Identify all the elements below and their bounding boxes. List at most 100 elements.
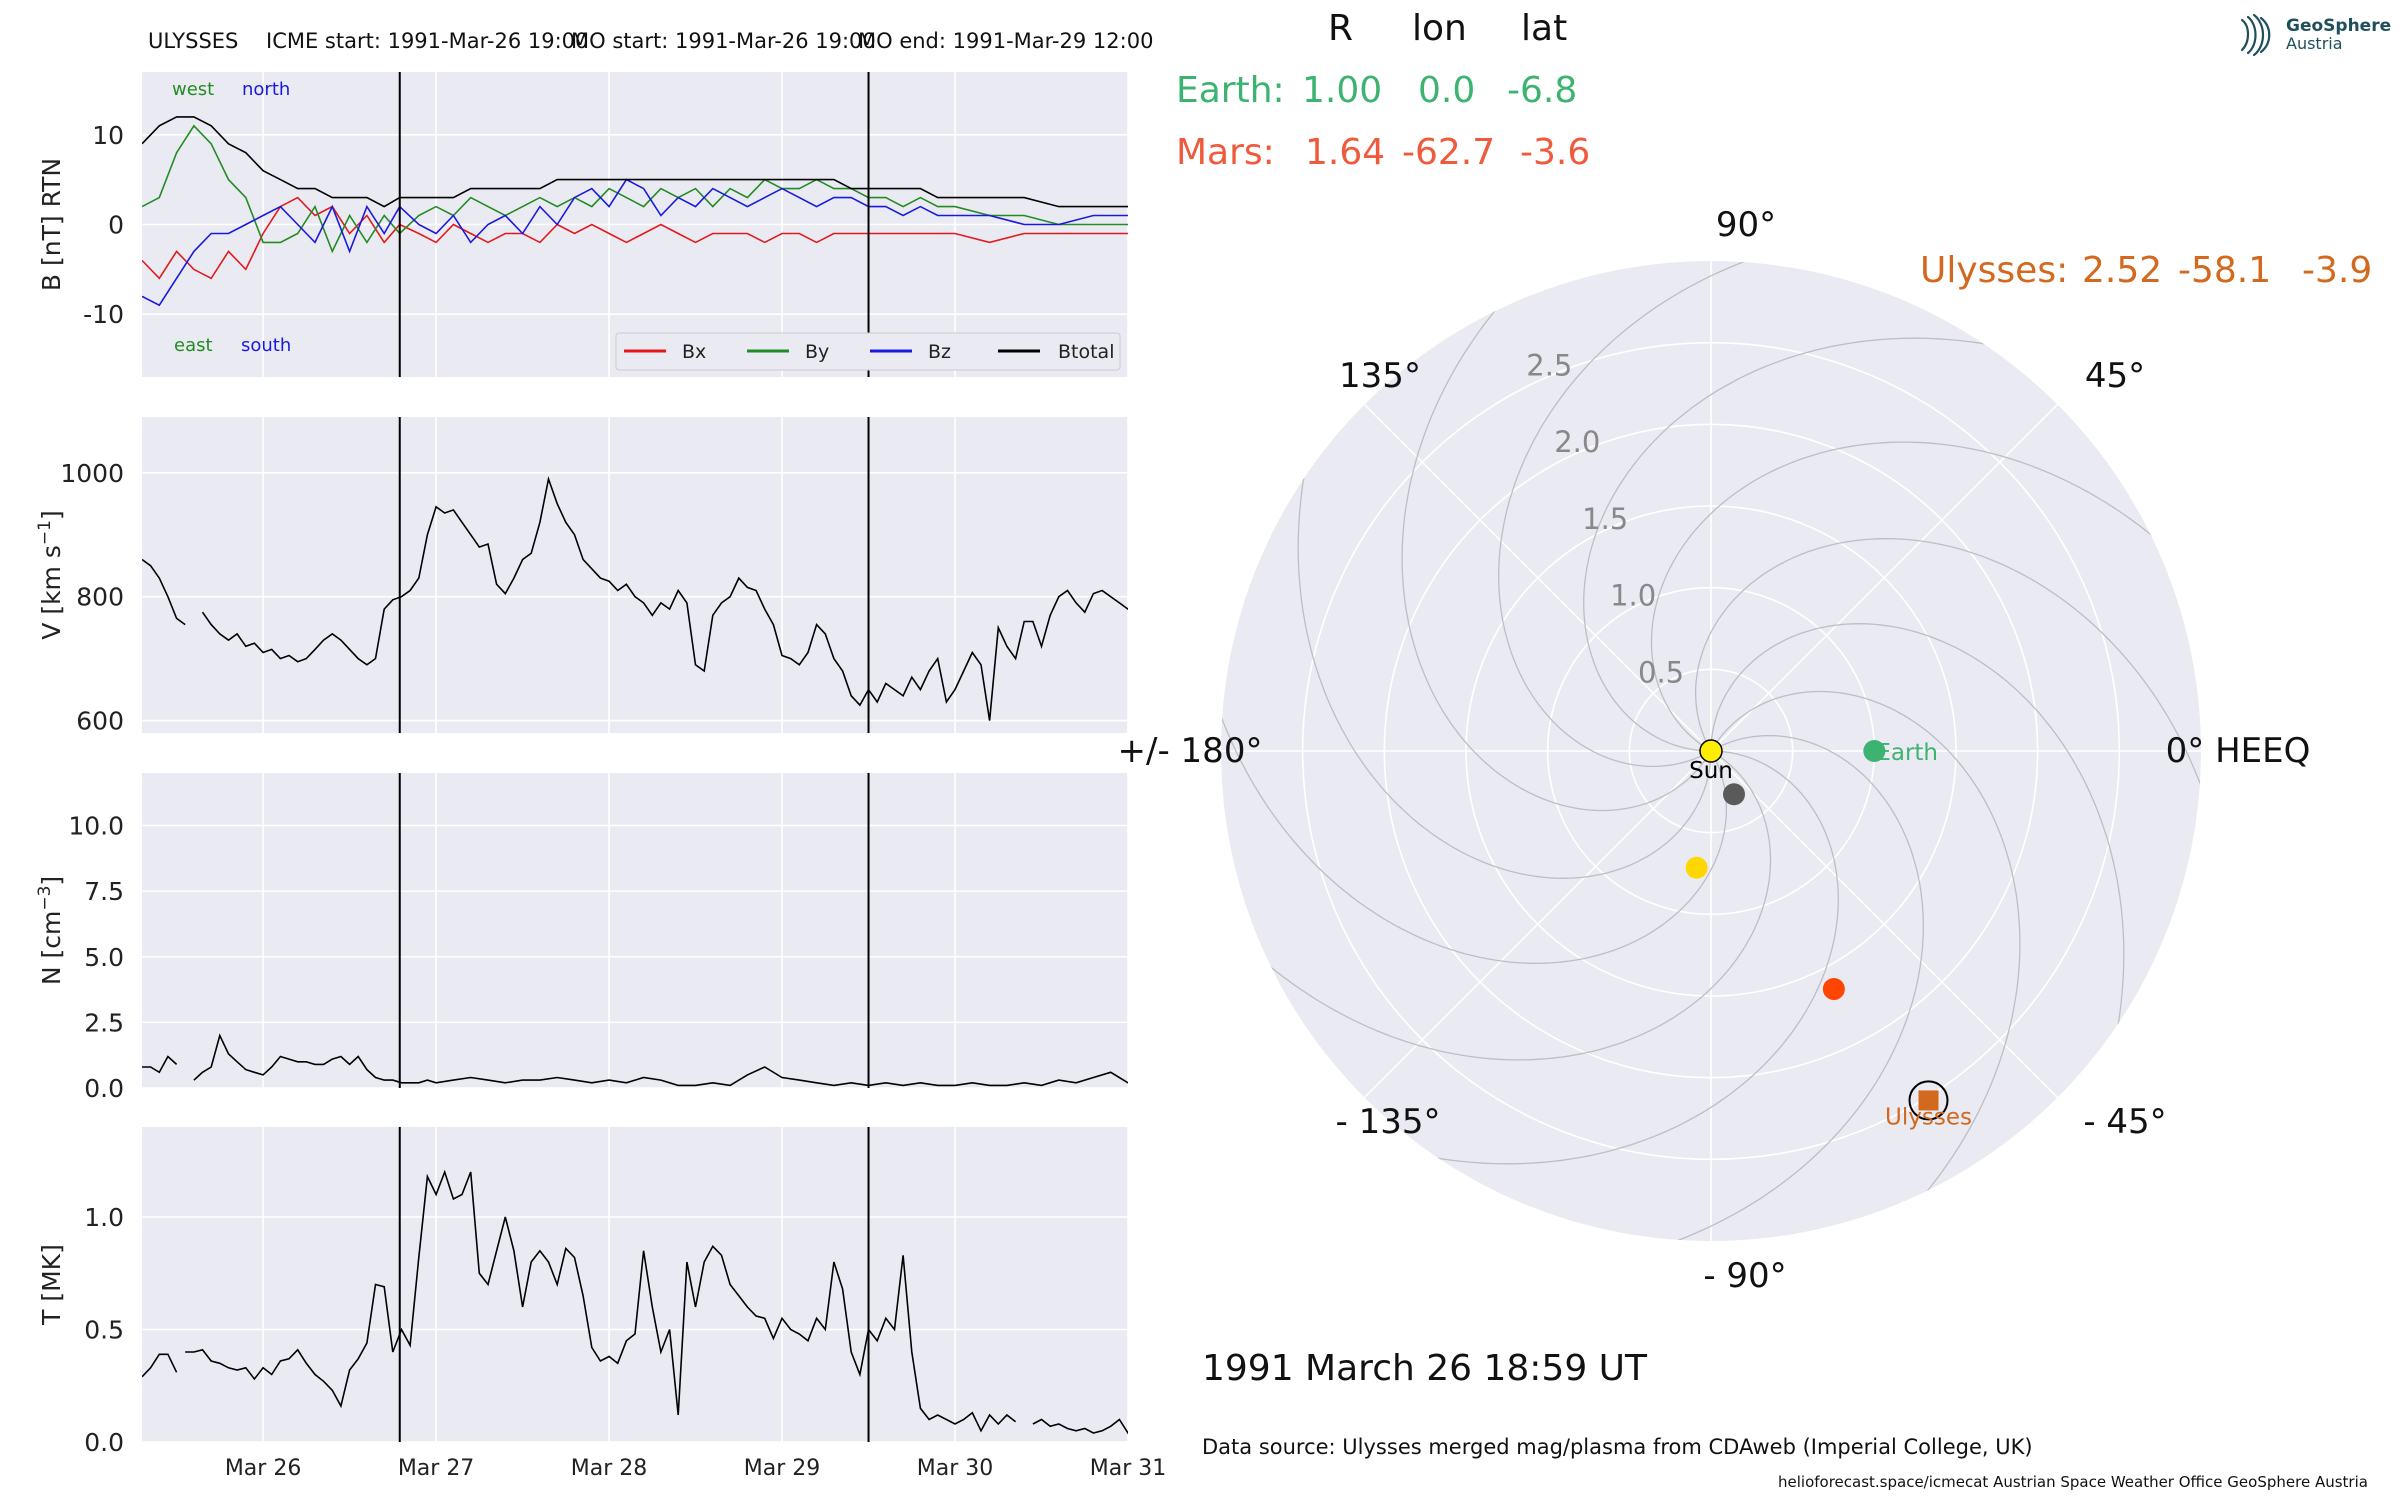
mars-lat: -3.6 [1520, 132, 1591, 173]
y-tick-label: 1000 [60, 459, 124, 488]
y-axis-label: B [nT] RTN [37, 158, 66, 291]
y-tick-label: 10.0 [68, 812, 124, 841]
series-group [142, 116, 1128, 307]
parker-spiral-line [1583, 337, 2061, 752]
y-tick-label: 800 [76, 583, 124, 612]
ulysses-ring [1908, 1080, 1949, 1121]
series-line-t [1032, 1418, 1128, 1435]
panel-background [142, 417, 1128, 733]
y-tick-label: 0.0 [84, 1074, 124, 1103]
panel-density: 0.0 2.5 5.0 7.5 10.0 N [cm−3] [35, 773, 1129, 1103]
earth-lat: -6.8 [1507, 70, 1578, 111]
parker-spiral-line [1361, 750, 1839, 1165]
angle-label: 135° [1339, 356, 1421, 396]
y-tick-label: -10 [83, 300, 124, 329]
parker-spiral-line [1221, 750, 1772, 1061]
series-line-n [142, 1055, 178, 1074]
footer-credits: helioforecast.space/icmecat Austrian Spa… [1778, 1473, 2368, 1491]
legend-label-btotal: Btotal [1058, 341, 1114, 363]
parker-spiral-line [1401, 261, 1712, 812]
sun-label: Sun [1689, 758, 1733, 784]
polar-spoke [1363, 750, 1712, 1099]
mars-lon: -62.7 [1402, 132, 1496, 173]
legend-label-by: By [805, 341, 829, 363]
data-source: Data source: Ulysses merged mag/plasma f… [1202, 1435, 2033, 1459]
radial-tick-label: 1.5 [1582, 502, 1628, 536]
col-header-r: R [1328, 8, 1354, 49]
series-line-v [201, 475, 1128, 721]
logo-line2: Austria [2286, 34, 2343, 53]
polar-plot: 0.5 1.0 1.5 2.0 2.5 90° 45° 0° HEEQ - 45° - 90° - … [1118, 205, 2311, 1296]
series-line-bz [142, 178, 1128, 307]
y-axis-label-main: V [km s [37, 545, 66, 640]
angle-label: 0° HEEQ [2166, 731, 2311, 771]
panel-speed: 600 800 1000 V [km s−1] [35, 417, 1129, 736]
x-tick-label: Mar 26 [225, 1456, 302, 1481]
annotation-south: south [241, 335, 291, 356]
polar-spoke [1363, 403, 1712, 752]
ulysses-r: 2.52 [2082, 250, 2163, 291]
ulysses-name: Ulysses: [1920, 250, 2069, 291]
parker-spiral-line [1650, 441, 2201, 752]
annotation-west: west [172, 79, 214, 100]
header-mo-end: MO end: 1991-Mar-29 12:00 [858, 29, 1154, 53]
legend-box [615, 332, 1121, 371]
y-tick-label: 5.0 [84, 943, 124, 972]
polar-spoke [1710, 750, 2059, 1099]
col-header-lat: lat [1521, 8, 1568, 49]
sun-marker [1699, 739, 1723, 763]
x-tick-label: Mar 28 [571, 1456, 648, 1481]
ulysses-label: Ulysses [1885, 1104, 1972, 1130]
y-tick-label: 10 [92, 121, 124, 150]
geosphere-logo-icon [2240, 13, 2271, 57]
mercury-marker [1723, 783, 1746, 806]
annotation-north: north [242, 79, 290, 100]
y-axis-label-main: B [nT] RTN [37, 158, 66, 291]
header-icme-start: ICME start: 1991-Mar-26 19:00 [266, 29, 589, 53]
y-axis-label: N [cm−3] [35, 876, 66, 985]
venus-marker [1685, 856, 1708, 879]
parker-spiral-line [1710, 623, 2125, 1101]
logo-line1: GeoSphere [2286, 16, 2392, 36]
y-tick-label: 0 [108, 211, 124, 240]
earth-name: Earth: [1176, 70, 1285, 111]
parker-spiral-line [1297, 401, 1712, 879]
angle-label: 45° [2085, 356, 2145, 396]
angle-label: - 45° [2083, 1102, 2166, 1142]
angle-label: +/- 180° [1118, 731, 1263, 771]
geosphere-logo: GeoSphere Austria [2236, 12, 2391, 58]
annotation-east: east [174, 335, 213, 356]
series-group [142, 1033, 1128, 1087]
y-tick-label: 0.0 [84, 1428, 124, 1457]
legend-label-bz: Bz [928, 341, 951, 363]
header-spacecraft: ULYSSES [148, 29, 239, 53]
parker-spiral-line [1498, 261, 1820, 768]
y-axis-label-sup: −1 [35, 520, 55, 545]
polar-spoke [1710, 403, 2059, 752]
mars-marker [1822, 978, 1845, 1001]
x-tick-label: Mar 31 [1090, 1456, 1167, 1481]
panel-temperature: 0.0 0.5 1.0 T [MK] [37, 1127, 1129, 1457]
y-axis-label-sup: −3 [35, 886, 55, 911]
y-axis-label-main: T [MK] [37, 1244, 66, 1326]
x-tick-label: Mar 29 [744, 1456, 821, 1481]
series-line-v [142, 558, 186, 626]
parker-spiral-line [1602, 734, 1924, 1241]
mars-r: 1.64 [1305, 132, 1386, 173]
y-axis-label: T [MK] [37, 1244, 66, 1326]
earth-marker [1863, 740, 1886, 762]
angle-label: - 135° [1336, 1102, 1441, 1142]
series-line-btotal [142, 116, 1128, 208]
radial-tick-label: 2.0 [1554, 425, 1600, 459]
y-axis-label-main: N [cm [37, 911, 66, 986]
mars-name: Mars: [1176, 132, 1275, 173]
ulysses-marker [1918, 1090, 1939, 1111]
y-tick-label: 7.5 [84, 877, 124, 906]
series-line-n [193, 1033, 1128, 1087]
timestamp: 1991 March 26 18:59 UT [1202, 1348, 1648, 1389]
panel-background [142, 1127, 1128, 1442]
y-tick-label: 2.5 [84, 1008, 124, 1037]
y-tick-label: 0.5 [84, 1316, 124, 1345]
angle-label: - 90° [1703, 1256, 1786, 1296]
col-header-lon: lon [1412, 8, 1467, 49]
